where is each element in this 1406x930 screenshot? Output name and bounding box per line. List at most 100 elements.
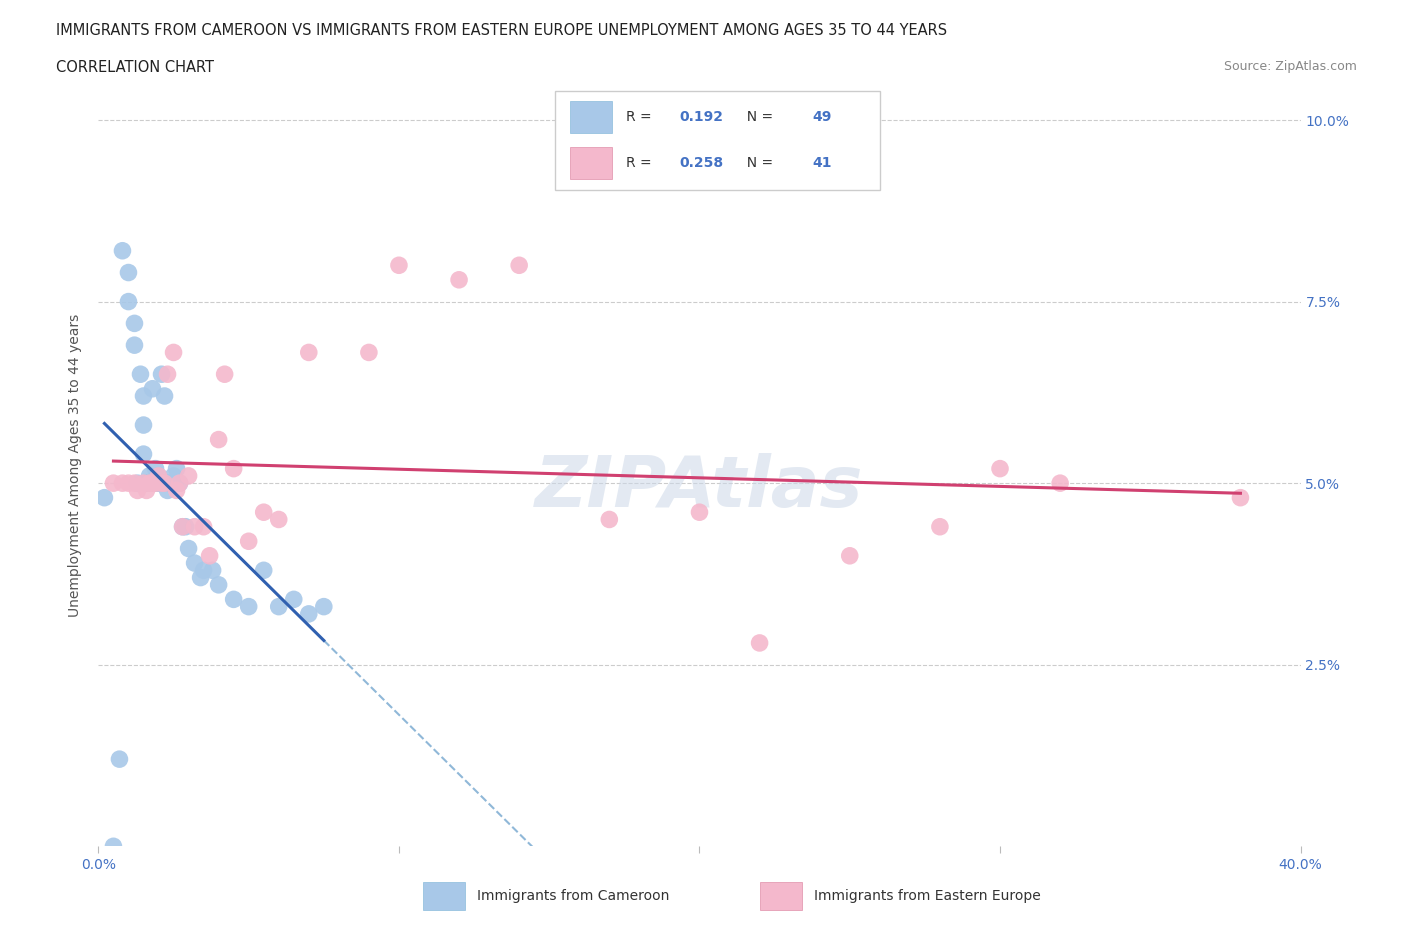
Point — [508, 258, 530, 272]
Point — [1229, 490, 1251, 505]
Point — [238, 599, 260, 614]
Point — [124, 338, 146, 352]
Point — [124, 476, 146, 491]
Text: ZIPAtlas: ZIPAtlas — [536, 454, 863, 523]
Point — [148, 469, 170, 484]
Point — [156, 366, 179, 381]
Point — [117, 265, 139, 280]
Text: Source: ZipAtlas.com: Source: ZipAtlas.com — [1223, 60, 1357, 73]
Point — [357, 345, 380, 360]
Text: Immigrants from Cameroon: Immigrants from Cameroon — [477, 889, 669, 903]
Point — [162, 469, 184, 484]
Point — [283, 591, 305, 606]
Point — [103, 476, 125, 491]
Point — [929, 519, 952, 534]
Point — [166, 483, 188, 498]
Point — [135, 483, 157, 498]
Point — [193, 563, 215, 578]
Text: N =: N = — [738, 110, 778, 124]
Point — [148, 476, 170, 491]
Point — [145, 461, 167, 476]
Point — [172, 519, 194, 534]
Point — [138, 469, 160, 484]
Point — [135, 476, 157, 491]
Text: R =: R = — [626, 110, 657, 124]
Point — [689, 505, 711, 520]
Point — [138, 476, 160, 491]
Point — [145, 476, 167, 491]
Text: IMMIGRANTS FROM CAMEROON VS IMMIGRANTS FROM EASTERN EUROPE UNEMPLOYMENT AMONG AG: IMMIGRANTS FROM CAMEROON VS IMMIGRANTS F… — [56, 23, 948, 38]
Point — [148, 469, 170, 484]
Text: N =: N = — [738, 155, 778, 169]
Text: CORRELATION CHART: CORRELATION CHART — [56, 60, 214, 75]
Point — [198, 549, 221, 564]
Point — [150, 476, 173, 491]
Point — [124, 316, 146, 331]
Point — [153, 476, 176, 491]
Point — [169, 476, 191, 491]
Point — [145, 476, 167, 491]
Point — [312, 599, 335, 614]
Point — [141, 381, 163, 396]
Point — [267, 599, 290, 614]
Text: 41: 41 — [813, 155, 832, 169]
Point — [162, 345, 184, 360]
Point — [117, 294, 139, 309]
Point — [183, 555, 205, 570]
Point — [127, 483, 149, 498]
FancyBboxPatch shape — [423, 883, 465, 910]
Point — [177, 469, 200, 484]
FancyBboxPatch shape — [569, 147, 612, 179]
Point — [93, 490, 115, 505]
Point — [838, 549, 860, 564]
Point — [153, 476, 176, 491]
Point — [253, 563, 276, 578]
FancyBboxPatch shape — [759, 883, 801, 910]
Point — [156, 483, 179, 498]
Point — [190, 570, 212, 585]
Point — [156, 476, 179, 491]
Point — [111, 476, 134, 491]
Point — [598, 512, 620, 527]
Text: 49: 49 — [813, 110, 832, 124]
Point — [150, 366, 173, 381]
Point — [748, 635, 770, 650]
Point — [111, 244, 134, 259]
Point — [108, 751, 131, 766]
Point — [1049, 476, 1071, 491]
Point — [298, 606, 321, 621]
Y-axis label: Unemployment Among Ages 35 to 44 years: Unemployment Among Ages 35 to 44 years — [69, 313, 83, 617]
Text: Immigrants from Eastern Europe: Immigrants from Eastern Europe — [814, 889, 1040, 903]
Point — [129, 366, 152, 381]
Point — [135, 476, 157, 491]
Point — [208, 432, 231, 447]
Point — [253, 505, 276, 520]
Point — [103, 839, 125, 854]
Text: 0.258: 0.258 — [679, 155, 723, 169]
Point — [174, 519, 197, 534]
Point — [208, 578, 231, 592]
Point — [388, 258, 411, 272]
Point — [153, 389, 176, 404]
FancyBboxPatch shape — [555, 91, 880, 191]
Point — [298, 345, 321, 360]
Point — [172, 519, 194, 534]
Point — [988, 461, 1011, 476]
Point — [132, 476, 155, 491]
Point — [222, 591, 245, 606]
FancyBboxPatch shape — [569, 101, 612, 133]
Point — [201, 563, 224, 578]
Point — [132, 389, 155, 404]
Point — [222, 461, 245, 476]
Point — [169, 476, 191, 491]
Point — [141, 476, 163, 491]
Point — [166, 461, 188, 476]
Point — [159, 476, 181, 491]
Text: 0.192: 0.192 — [679, 110, 723, 124]
Point — [214, 366, 236, 381]
Point — [117, 476, 139, 491]
Point — [177, 541, 200, 556]
Point — [132, 446, 155, 461]
Point — [238, 534, 260, 549]
Point — [162, 476, 184, 491]
